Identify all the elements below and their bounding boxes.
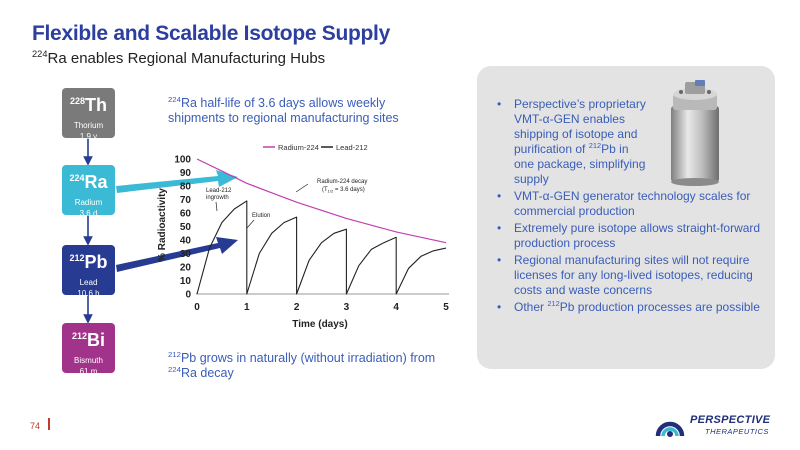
lead-to-chart-arrow [116,237,238,272]
x-tick-label: 0 [194,302,200,313]
ingrowth-note-sup1: 212 [168,349,181,359]
ingrowth-annotation-line2: ingrowth [206,195,229,201]
chart-legend: Radium-224 Lead-212 [263,143,368,152]
benefit-item-5-sup: 212 [547,299,560,308]
benefit-item-1: Perspective’s proprietary VMT-α-GEN enab… [493,97,765,187]
thorium-half-life: 1.9 y [79,132,98,141]
elution-annotation-pointer [246,219,255,229]
y-tick-label: 40 [180,236,192,247]
ingrowth-note: 212Pb grows in naturally (without irradi… [168,349,448,381]
benefit-item-4: Regional manufacturing sites will not re… [493,253,765,298]
x-axis-label: Time (days) [292,319,347,330]
lead-half-life: 10.6 h [77,289,100,298]
ingrowth-note-text2: Ra decay [180,366,234,380]
page-title: Flexible and Scalable Isotope Supply [32,22,390,45]
radium-half-life: 3.6 d [79,209,98,218]
half-life-note-sup: 224 [168,94,181,104]
benefit-item-5-text-b: Pb production processes are possible [559,300,760,314]
bismuth-box: 212Bi Bismuth 61 m [62,323,115,376]
x-tick-label: 3 [344,302,350,313]
y-tick-label: 70 [180,195,192,206]
legend-label-radium: Radium-224 [278,143,319,152]
y-tick-label: 50 [180,222,192,233]
ingrowth-note-sup2: 224 [168,364,181,374]
thorium-letters: Th [85,95,108,115]
lead-name: Lead [79,278,98,287]
decay-annotation-line2: (T1/2 = 3.6 days) [322,187,365,194]
page-subtitle: 224Ra enables Regional Manufacturing Hub… [32,49,326,67]
y-tick-label: 0 [185,290,191,301]
elution-annotation: Elution [252,213,270,219]
thorium-name: Thorium [73,121,104,130]
benefit-item-1-sup: 212 [588,141,602,150]
decay-annotation-prefix: (T [322,187,328,193]
benefit-item-1-text-b: Pb in one package, simplifying supply [514,142,646,186]
y-axis-label: % Radioactivity [157,188,168,262]
benefit-item-5-text-a: Other [514,300,548,314]
half-life-note: 224Ra half-life of 3.6 days allows weekl… [168,94,428,126]
bismuth-letters: Bi [87,330,106,350]
series-line-lead-212 [196,200,447,295]
legend-label-lead: Lead-212 [336,143,368,152]
chart-series [196,158,447,295]
y-tick-label: 100 [174,155,191,166]
benefit-item-1-text-a: Perspective’s proprietary VMT-α-GEN enab… [514,97,646,156]
ingrowth-note-text1: Pb grows in naturally (without irradiati… [180,351,436,365]
page-number: 74 [30,421,41,431]
series-line-radium-224 [196,158,447,244]
bismuth-half-life: 61 m [79,367,98,376]
half-life-note-text: Ra half-life of 3.6 days allows weekly s… [168,96,399,125]
benefit-item-5: Other 212Pb production processes are pos… [493,300,765,315]
brand-subname: THERAPEUTICS [705,427,769,436]
lead-mass: 212 [69,253,85,263]
thorium-mass: 228 [69,96,86,106]
y-tick-label: 10 [180,276,192,287]
brand-name: PERSPECTIVE [690,414,771,426]
lead-box: 212Pb Lead 10.6 h [62,245,115,298]
lead-letters: Pb [84,252,108,272]
benefit-item-3: Extremely pure isotope allows straight-f… [493,221,765,251]
decay-annotation-line1: Radium-224 decay [317,179,367,185]
radium-symbol: 224Ra [62,172,115,193]
radium-to-chart-arrow [116,170,238,193]
bismuth-name: Bismuth [74,356,103,365]
x-tick-label: 4 [393,302,399,313]
bismuth-symbol: 212Bi [62,330,115,351]
ingrowth-annotation-line1: Lead-212 [206,188,232,194]
radium-mass: 224 [69,173,85,183]
y-tick-label: 20 [180,263,192,274]
radium-box: 224Ra Radium 3.6 d [62,165,115,218]
decay-annotation-suffix: = 3.6 days) [333,187,365,193]
radium-letters: Ra [84,172,108,192]
benefit-item-2: VMT-α-GEN generator technology scales fo… [493,189,765,219]
y-tick-label: 30 [180,249,192,260]
subtitle-text: Ra enables Regional Manufacturing Hubs [47,50,326,67]
x-tick-label: 1 [244,302,250,313]
benefits-list: Perspective’s proprietary VMT-α-GEN enab… [493,97,765,317]
subtitle-mass-number: 224 [32,49,48,59]
radium-name: Radium [74,198,103,207]
y-tick-label: 60 [180,209,192,220]
thorium-box: 228Th Thorium 1.9 y [62,88,115,141]
x-tick-labels: 0 1 2 3 4 5 [194,302,449,313]
y-tick-labels: 0 10 20 30 40 50 60 70 80 90 100 [174,155,191,301]
bismuth-mass: 212 [71,331,88,341]
x-tick-label: 5 [443,302,449,313]
decay-annotation-pointer [295,183,309,193]
radioactivity-chart: 0 10 20 30 40 50 60 70 80 90 100 0 1 2 3 4 5 Radium-224… [157,143,449,330]
x-tick-label: 2 [294,302,300,313]
page-number-divider [48,418,50,430]
perspective-logo-icon [655,421,685,437]
thorium-symbol: 228Th [62,95,115,116]
y-tick-label: 80 [180,182,192,193]
ingrowth-annotation-pointer [215,201,218,212]
lead-symbol: 212Pb [62,252,115,273]
y-tick-label: 90 [180,168,192,179]
decay-annotation-sub: 1/2 [328,189,334,194]
